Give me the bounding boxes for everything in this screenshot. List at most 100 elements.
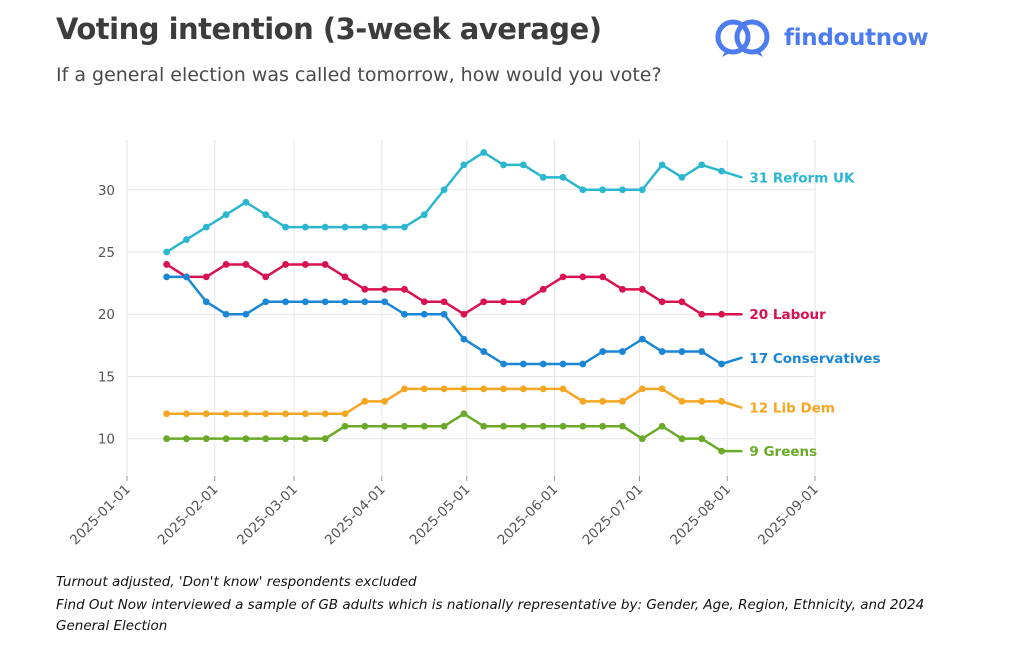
series-labels: 31 Reform UK 20 Labour 17 Conservatives 12 …: [749, 170, 880, 460]
conservatives-point: [282, 298, 289, 306]
labour-point: [341, 273, 349, 281]
labour-point: [698, 310, 706, 318]
labour-point: [480, 298, 488, 306]
reform-uk-point: [321, 223, 329, 231]
x-tick-label-7: 2025-08-01: [667, 482, 734, 549]
lib-dem-point: [282, 410, 289, 418]
labour-point: [163, 261, 171, 268]
y-tick-label-25: 25: [98, 245, 115, 261]
reform-uk-line: [165, 151, 743, 254]
reform-uk-point: [262, 211, 270, 219]
conservatives-point: [321, 298, 329, 306]
lib-dem-point: [301, 410, 309, 418]
labour-point: [539, 285, 547, 293]
labour-point: [222, 261, 230, 268]
labour-point: [460, 310, 468, 318]
x-tick-label-1: 2025-02-01: [155, 482, 222, 549]
labour-line: [165, 263, 743, 316]
reform-uk-point: [242, 198, 250, 206]
labour-point: [519, 298, 527, 306]
interlocking-circles-icon: [715, 19, 770, 57]
labour-point: [401, 285, 408, 293]
conservatives-point: [658, 348, 666, 355]
conservatives-point: [698, 348, 706, 355]
conservatives-point: [202, 298, 210, 306]
greens-point: [401, 422, 408, 430]
greens-point: [678, 435, 686, 443]
reform-uk-point: [698, 161, 706, 169]
greens-point: [420, 422, 428, 430]
conservatives-point: [539, 360, 547, 368]
reform-uk-point: [658, 161, 666, 169]
greens-point: [361, 422, 369, 430]
greens-point: [539, 422, 547, 430]
conservatives-point: [559, 360, 567, 368]
greens-point: [282, 435, 289, 443]
labour-point: [242, 261, 250, 268]
conservatives-point: [599, 348, 607, 355]
greens-point: [718, 447, 725, 455]
reform-uk-point: [301, 223, 309, 231]
reform-uk-point: [539, 173, 547, 181]
reform-uk-point: [718, 167, 725, 175]
lib-dem-point: [183, 410, 190, 418]
greens-point: [638, 435, 646, 443]
labour-point: [262, 273, 270, 281]
labour-point: [381, 285, 389, 293]
reform-uk-end-label: 31 Reform UK: [749, 170, 855, 186]
greens-point: [163, 435, 171, 443]
lib-dem-point: [341, 410, 349, 418]
grid: [126, 140, 816, 476]
reform-uk-point: [381, 223, 389, 231]
lib-dem-point: [519, 385, 527, 393]
greens-point: [183, 435, 190, 443]
lib-dem-point: [678, 397, 686, 405]
labour-point: [638, 285, 646, 293]
lib-dem-point: [262, 410, 270, 418]
lib-dem-point: [698, 397, 706, 405]
lib-dem-point: [500, 385, 507, 393]
lib-dem-point: [638, 385, 646, 393]
labour-point: [658, 298, 666, 306]
labour-point: [361, 285, 369, 293]
lib-dem-line: [165, 387, 743, 416]
labour-point: [440, 298, 448, 306]
labour-point: [718, 310, 725, 318]
greens-point: [460, 410, 468, 418]
greens-point: [599, 422, 607, 430]
reform-uk-point: [599, 186, 607, 194]
x-tick-label-6: 2025-07-01: [579, 482, 646, 549]
conservatives-point: [341, 298, 349, 306]
conservatives-point: [262, 298, 270, 306]
lib-dem-point: [420, 385, 428, 393]
reform-uk-point: [559, 173, 567, 181]
reform-uk-point: [183, 236, 190, 243]
greens-point: [440, 422, 448, 430]
conservatives-point: [242, 310, 250, 318]
x-tick-label-5: 2025-06-01: [495, 482, 562, 549]
conservatives-line: [165, 275, 743, 366]
conservatives-point: [718, 360, 725, 368]
greens-point: [658, 422, 666, 430]
greens-point: [381, 422, 389, 430]
conservatives-point: [163, 273, 171, 281]
y-tick-label-10: 10: [98, 432, 115, 448]
x-tick-label-8: 2025-09-01: [755, 482, 822, 549]
lib-dem-point: [579, 397, 587, 405]
reform-uk-point: [519, 161, 527, 169]
logo-text: findoutnow: [784, 25, 929, 51]
reform-uk-point: [579, 186, 587, 194]
lib-dem-point: [658, 385, 666, 393]
reform-uk-point: [341, 223, 349, 231]
chart-title: Voting intention (3-week average): [56, 12, 602, 46]
conservatives-point: [440, 310, 448, 318]
reform-uk-point: [202, 223, 210, 231]
labour-point: [420, 298, 428, 306]
footnote-methodology: Find Out Now interviewed a sample of GB …: [56, 597, 925, 634]
reform-uk-point: [460, 161, 468, 169]
lib-dem-point: [321, 410, 329, 418]
greens-point: [500, 422, 507, 430]
conservatives-point: [480, 348, 488, 355]
lib-dem-point: [539, 385, 547, 393]
greens-point: [321, 435, 329, 443]
